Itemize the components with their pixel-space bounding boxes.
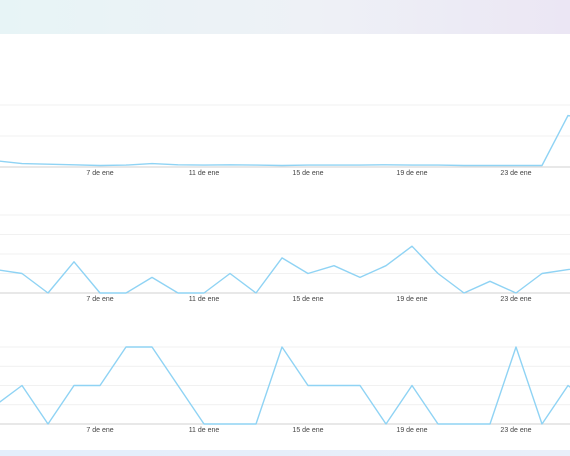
line-chart: 7 de ene 11 de ene 15 de ene 19 de ene 23 de… xyxy=(0,104,570,177)
footer-band xyxy=(0,450,570,456)
x-tick-label: 23 de ene xyxy=(500,170,531,177)
x-tick-label: 23 de ene xyxy=(500,427,531,434)
series-line xyxy=(0,245,570,294)
x-tick-label: 7 de ene xyxy=(86,170,113,177)
x-tick-label: 19 de ene xyxy=(396,170,427,177)
line-chart: 7 de ene 11 de ene 15 de ene 19 de ene 23 de… xyxy=(0,214,570,303)
x-tick-label: 7 de ene xyxy=(86,427,113,434)
line-chart: 7 de ene 11 de ene 15 de ene 19 de ene 23 de… xyxy=(0,346,570,434)
x-tick-label: 19 de ene xyxy=(396,296,427,303)
x-tick-label: 23 de ene xyxy=(500,296,531,303)
x-tick-label: 11 de ene xyxy=(189,427,220,434)
chart-panel-2: 7 de ene 11 de ene 15 de ene 19 de ene 23 de… xyxy=(0,205,570,315)
x-tick-label: 15 de ene xyxy=(292,427,323,434)
x-tick-label: 19 de ene xyxy=(396,427,427,434)
x-tick-label: 7 de ene xyxy=(86,296,113,303)
series-line xyxy=(0,114,570,167)
chart-panel-1: 7 de ene 11 de ene 15 de ene 19 de ene 23 de… xyxy=(0,95,570,185)
x-tick-label: 11 de ene xyxy=(189,296,220,303)
x-tick-label: 15 de ene xyxy=(292,296,323,303)
header-band xyxy=(0,0,570,34)
x-tick-label: 11 de ene xyxy=(189,170,220,177)
chart-panel-3: 7 de ene 11 de ene 15 de ene 19 de ene 23 de… xyxy=(0,335,570,440)
series-line xyxy=(0,346,570,425)
x-tick-label: 15 de ene xyxy=(292,170,323,177)
